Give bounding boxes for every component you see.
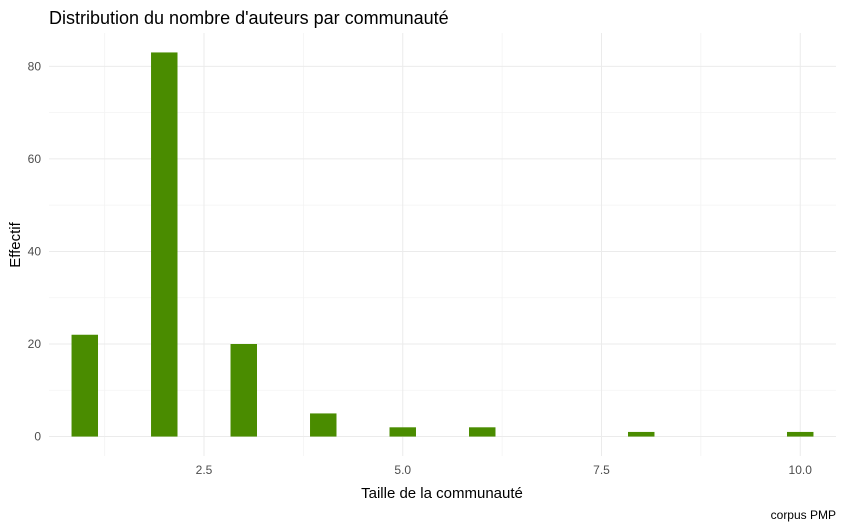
y-tick-label: 40 (28, 244, 42, 258)
bar (469, 427, 496, 437)
bar (389, 427, 416, 437)
x-tick-label: 10.0 (789, 463, 813, 477)
x-tick-label: 2.5 (196, 463, 213, 477)
chart-grid (49, 33, 836, 456)
bar (230, 344, 257, 437)
chart-title: Distribution du nombre d'auteurs par com… (49, 8, 449, 28)
bar (786, 431, 814, 437)
x-tick-label: 5.0 (394, 463, 411, 477)
y-tick-label: 0 (34, 430, 41, 444)
x-axis-label: Taille de la communauté (361, 485, 523, 502)
y-tick-label: 80 (28, 59, 42, 73)
y-axis-label: Effectif (7, 221, 24, 267)
bar (310, 413, 337, 437)
x-tick-label: 7.5 (593, 463, 610, 477)
x-axis-ticks: 2.5 5.0 7.5 10.0 (196, 463, 813, 477)
bar (628, 431, 655, 437)
y-tick-label: 60 (28, 152, 42, 166)
chart-bars (71, 52, 814, 437)
y-axis-ticks: 0 20 40 60 80 (28, 59, 42, 443)
chart-caption: corpus PMP (771, 508, 836, 522)
bar (151, 52, 178, 437)
bar (71, 334, 99, 437)
y-tick-label: 20 (28, 337, 42, 351)
